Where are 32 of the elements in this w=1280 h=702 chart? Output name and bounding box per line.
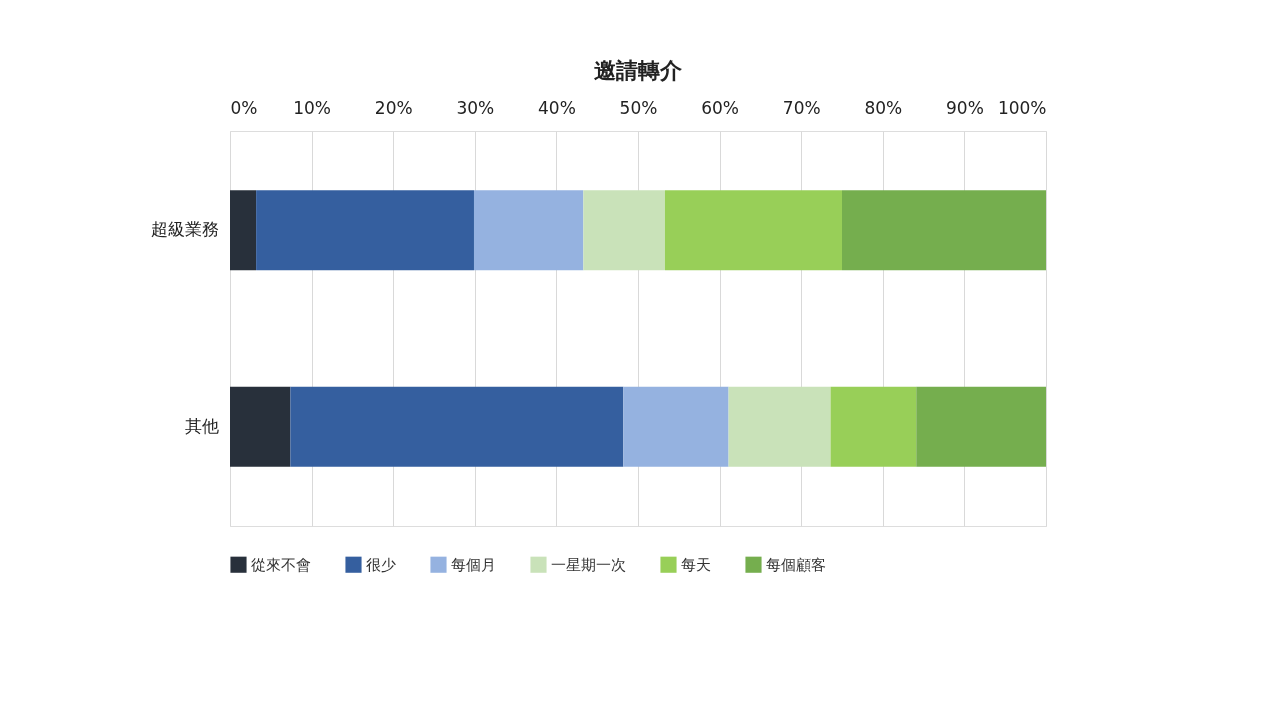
legend-label: 每個顧客 xyxy=(766,555,826,574)
x-tick-label: 40% xyxy=(538,97,576,118)
bar xyxy=(916,386,1046,467)
bar xyxy=(664,190,842,271)
x-tick-label: 20% xyxy=(374,97,413,118)
bar xyxy=(583,190,665,271)
x-tick-label: 0% xyxy=(230,97,258,118)
legend-label: 每個月 xyxy=(451,555,496,574)
x-tick-label: 80% xyxy=(864,97,903,118)
legend-label: 一星期一次 xyxy=(551,555,626,574)
legend-label: 很少 xyxy=(366,555,396,574)
x-tick-label: 100% xyxy=(997,97,1047,118)
bar xyxy=(830,386,917,467)
legend-label: 從來不會 xyxy=(251,555,311,574)
x-tick-label: 90% xyxy=(946,97,984,118)
x-tick-label: 50% xyxy=(619,97,658,118)
x-tick-label: 10% xyxy=(293,97,331,118)
bar xyxy=(230,386,291,467)
bar xyxy=(842,190,1046,271)
legend-label: 每天 xyxy=(681,555,711,574)
chart-title: 邀請轉介 xyxy=(594,58,683,83)
y-tick-label: 超級業務 xyxy=(150,219,219,240)
bar xyxy=(623,386,729,467)
x-tick-label: 70% xyxy=(782,97,821,118)
y-tick-label: 其他 xyxy=(184,415,219,436)
bar xyxy=(230,190,257,271)
bar xyxy=(473,190,584,271)
x-tick-label: 30% xyxy=(456,97,495,118)
x-tick-label: 60% xyxy=(701,97,739,118)
bar xyxy=(728,386,831,467)
bar xyxy=(290,386,624,467)
bar xyxy=(256,190,474,271)
